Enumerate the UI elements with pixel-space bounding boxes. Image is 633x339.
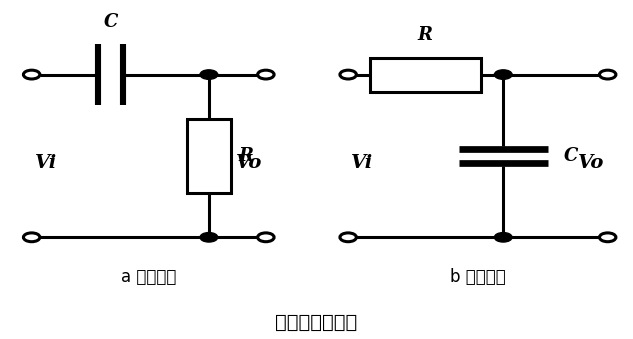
- Bar: [370, 58, 481, 92]
- Text: b 积分电路: b 积分电路: [450, 268, 506, 286]
- Text: Vo: Vo: [236, 154, 263, 172]
- Text: C: C: [563, 147, 578, 165]
- Text: a 微分电路: a 微分电路: [121, 268, 177, 286]
- Text: R: R: [418, 26, 433, 44]
- Text: Vi: Vi: [35, 154, 57, 172]
- Text: Vo: Vo: [578, 154, 605, 172]
- Circle shape: [200, 233, 218, 242]
- Text: R: R: [239, 147, 254, 165]
- Bar: [187, 119, 231, 193]
- Text: 微分和积分电路: 微分和积分电路: [275, 313, 358, 332]
- Text: C: C: [104, 13, 118, 31]
- Circle shape: [494, 233, 512, 242]
- Circle shape: [200, 70, 218, 79]
- Circle shape: [494, 70, 512, 79]
- Text: Vi: Vi: [351, 154, 373, 172]
